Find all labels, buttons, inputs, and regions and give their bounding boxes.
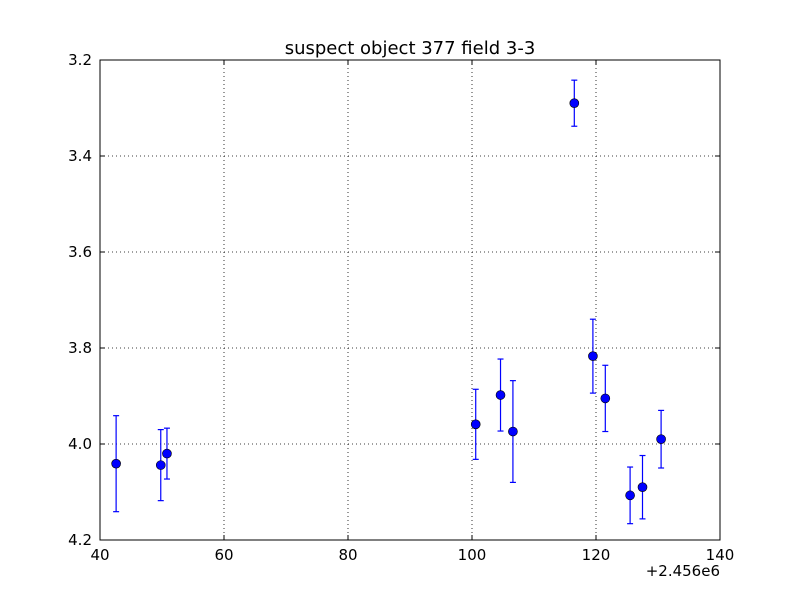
- y-tick-label: 4.2: [68, 531, 92, 549]
- y-tick-label: 3.4: [68, 147, 92, 165]
- data-point-group: [495, 358, 506, 432]
- ticks: 40 60 80 100 120 140 3.2 3.4 3.6 3.8 4.0 4.2: [68, 51, 734, 564]
- data-point-group: [162, 427, 172, 480]
- x-axis-offset-label: +2.456e6: [646, 562, 720, 580]
- data-point: [637, 482, 648, 493]
- plot-frame: [99, 59, 721, 541]
- x-tick-label: 140: [706, 546, 735, 564]
- data-point-group: [508, 380, 518, 483]
- grid: [100, 60, 720, 540]
- data-point-group: [569, 79, 580, 127]
- data-point: [569, 98, 580, 108]
- data-point-group: [111, 415, 121, 513]
- x-tick-label: 40: [90, 546, 109, 564]
- data-point: [111, 458, 121, 469]
- chart-title: suspect object 377 field 3-3: [285, 38, 536, 59]
- data-point-group: [600, 364, 611, 433]
- x-tick-label: 100: [458, 546, 487, 564]
- y-tick-label: 4.0: [68, 435, 92, 453]
- data-point-group: [637, 454, 648, 520]
- data-point-group: [656, 409, 666, 469]
- data-point: [625, 490, 635, 501]
- x-tick-label: 80: [338, 546, 357, 564]
- data-series: [111, 79, 666, 525]
- data-point: [162, 448, 172, 459]
- y-tick-label: 3.2: [68, 51, 92, 69]
- y-tick-label: 3.8: [68, 339, 92, 357]
- data-point-group: [588, 318, 598, 394]
- data-point: [470, 419, 481, 430]
- data-point: [600, 393, 611, 404]
- x-tick-label: 60: [214, 546, 233, 564]
- data-point-group: [625, 466, 635, 525]
- x-tick-label: 120: [582, 546, 611, 564]
- data-point-group: [155, 429, 166, 502]
- data-point: [588, 351, 598, 361]
- data-point-group: [470, 388, 481, 460]
- data-point: [508, 426, 518, 437]
- data-point: [495, 390, 506, 400]
- data-point: [155, 460, 166, 470]
- data-point: [656, 434, 666, 445]
- y-tick-label: 3.6: [68, 243, 92, 261]
